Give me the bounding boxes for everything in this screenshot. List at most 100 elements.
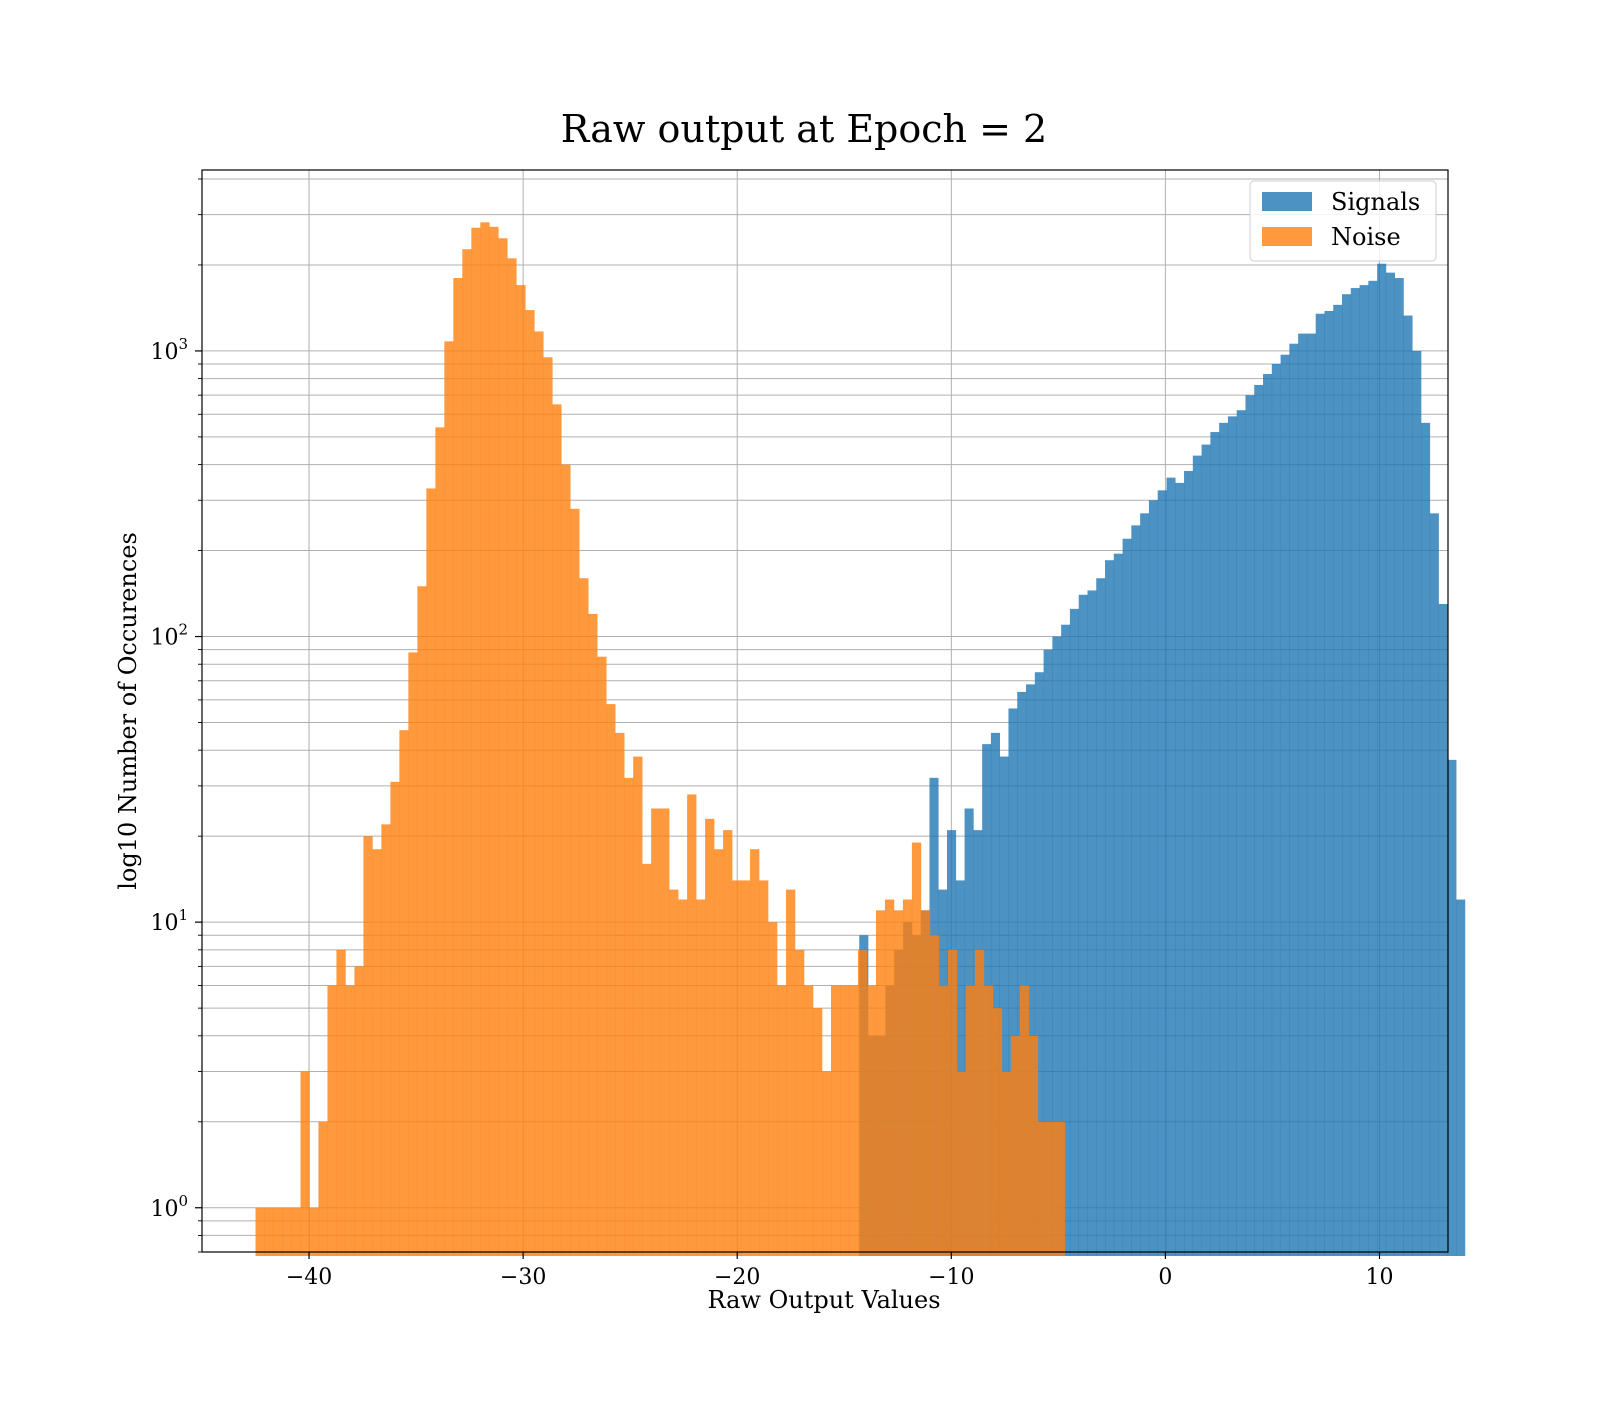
noise-bar	[947, 949, 958, 1256]
x-tick-label: 10	[1365, 1265, 1393, 1290]
signals-bar	[1140, 513, 1150, 1256]
noise-bar	[866, 985, 877, 1256]
noise-bar	[983, 985, 994, 1256]
signals-bar	[1421, 422, 1431, 1256]
signals-bar	[1298, 333, 1308, 1256]
x-tick-label: −20	[714, 1265, 760, 1290]
noise-bar	[804, 985, 814, 1256]
noise-bar	[624, 777, 634, 1256]
noise-bar	[714, 849, 724, 1256]
noise-bar	[381, 824, 391, 1256]
signals-bar	[1131, 525, 1141, 1256]
noise-bar	[750, 849, 760, 1256]
noise-bar	[453, 278, 463, 1256]
y-tick-label: 102	[150, 621, 188, 651]
noise-bar	[309, 1207, 319, 1256]
noise-bar	[732, 880, 742, 1256]
signals-bar	[1113, 553, 1123, 1256]
signals-bar	[999, 756, 1009, 1256]
noise-bar	[813, 1008, 823, 1256]
signals-bar	[1280, 354, 1290, 1257]
x-tick-label: −30	[500, 1265, 546, 1290]
noise-bar	[1010, 1035, 1021, 1256]
noise-bar	[687, 794, 697, 1256]
signals-bar	[1342, 294, 1352, 1256]
noise-bar	[938, 985, 949, 1256]
noise-bar	[327, 985, 337, 1256]
signals-bar	[1333, 304, 1343, 1256]
noise-bar	[651, 808, 661, 1256]
signals-bar	[1385, 272, 1395, 1256]
noise-bar	[830, 985, 841, 1256]
signals-bar	[1368, 280, 1378, 1256]
noise-bar	[345, 985, 355, 1256]
legend-label-noise: Noise	[1331, 223, 1401, 251]
noise-bar	[1046, 1121, 1057, 1256]
legend: Signals Noise	[1249, 180, 1437, 262]
legend-swatch-noise	[1262, 227, 1312, 246]
noise-bar	[902, 899, 913, 1256]
noise-bar	[372, 849, 382, 1256]
noise-bar	[354, 966, 364, 1256]
signals-bar	[1008, 708, 1018, 1256]
noise-bar	[741, 880, 751, 1256]
signals-bar	[1263, 374, 1273, 1256]
y-tick-label: 100	[150, 1192, 188, 1222]
signals-bar	[1087, 590, 1097, 1256]
signals-bar	[1377, 263, 1387, 1256]
signals-bar	[1043, 649, 1053, 1256]
signals-bar	[1017, 691, 1027, 1256]
noise-bar	[561, 464, 571, 1256]
signals-bar	[1447, 759, 1457, 1256]
signals-bar	[1403, 315, 1413, 1256]
signals-bar	[1412, 350, 1422, 1256]
x-tick-label: −10	[928, 1265, 974, 1290]
y-tick-label: 103	[150, 335, 188, 365]
noise-bar	[1019, 985, 1030, 1256]
noise-bar	[839, 985, 850, 1256]
noise-bar	[399, 730, 409, 1256]
noise-bar	[974, 949, 985, 1256]
noise-bar	[893, 910, 904, 1256]
noise-bar	[857, 949, 868, 1256]
noise-bar	[875, 910, 886, 1256]
noise-bar	[723, 830, 733, 1256]
noise-bar	[615, 732, 625, 1256]
signals-bar	[1034, 672, 1044, 1256]
signals-bar	[1175, 482, 1185, 1256]
noise-bar	[480, 222, 490, 1256]
noise-bar	[552, 404, 562, 1256]
y-tick-label: 101	[150, 906, 188, 936]
noise-bar	[696, 899, 706, 1256]
noise-bar	[444, 341, 454, 1256]
noise-bar	[956, 1071, 967, 1256]
signals-bar	[955, 880, 965, 1256]
signals-bar	[1061, 624, 1071, 1256]
signals-bar	[1350, 288, 1360, 1256]
noise-bar	[417, 586, 427, 1256]
noise-bar	[911, 842, 922, 1256]
noise-bar	[588, 613, 598, 1256]
signals-bar	[1166, 477, 1176, 1256]
noise-bar	[435, 427, 445, 1256]
signals-bar	[1227, 416, 1237, 1256]
noise-bar	[300, 1071, 310, 1256]
signals-bar	[1254, 384, 1264, 1257]
noise-bar	[282, 1207, 292, 1256]
noise-bar	[426, 488, 436, 1256]
noise-bar	[543, 357, 553, 1256]
y-axis-label: log10 Number of Occurences	[114, 532, 142, 890]
x-axis-label: Raw Output Values	[707, 1286, 940, 1314]
signals-bar	[1157, 490, 1167, 1256]
signals-bar	[1184, 470, 1194, 1256]
legend-swatch-signals	[1262, 192, 1312, 211]
signals-bar	[1438, 603, 1448, 1256]
noise-bar	[669, 889, 679, 1256]
signals-bar	[1210, 432, 1220, 1256]
signals-bar	[1148, 500, 1158, 1257]
noise-bar	[579, 578, 589, 1256]
noise-bar	[255, 1207, 265, 1256]
noise-bar	[678, 899, 688, 1256]
signals-bar	[1219, 422, 1229, 1256]
